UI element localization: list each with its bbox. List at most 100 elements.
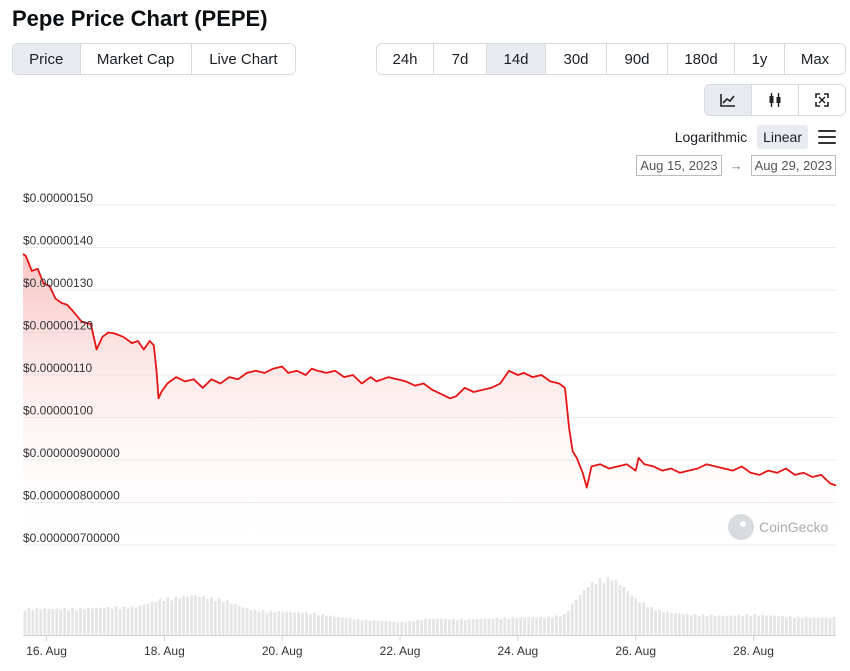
- scale-toggle: Logarithmic Linear: [669, 125, 836, 149]
- volume-bar: [269, 610, 273, 635]
- coingecko-logo-icon: [728, 514, 754, 540]
- volume-bar: [800, 618, 804, 635]
- y-tick-label: $0.000000700000: [23, 531, 120, 545]
- volume-bar: [753, 614, 757, 635]
- range-24h-button[interactable]: 24h: [377, 44, 434, 74]
- volume-bar: [416, 619, 419, 635]
- volume-bar: [610, 580, 614, 635]
- volume-bar: [816, 617, 820, 635]
- volume-bar: [495, 617, 499, 635]
- tab-price[interactable]: Price: [13, 44, 81, 74]
- volume-bar: [781, 615, 784, 635]
- volume-bar: [217, 598, 221, 635]
- y-tick-label: $0.000000800000: [23, 489, 120, 503]
- volume-bar: [792, 618, 796, 635]
- volume-bar: [428, 618, 431, 635]
- volume-bar: [420, 620, 423, 635]
- volume-bar: [475, 618, 479, 635]
- volume-bar: [190, 595, 193, 635]
- y-tick-label: $0.00000120: [23, 319, 93, 333]
- volume-bar: [745, 614, 749, 635]
- coingecko-watermark: CoinGecko: [728, 514, 828, 540]
- volume-bar: [673, 613, 677, 635]
- volume-bar: [376, 621, 380, 635]
- tab-market-cap[interactable]: Market Cap: [81, 44, 192, 74]
- volume-bar: [213, 601, 217, 635]
- volume-bar: [812, 617, 816, 635]
- volume-bar: [178, 598, 182, 635]
- volume-bar: [118, 609, 122, 635]
- x-tick-label: 18. Aug: [144, 644, 185, 658]
- range-1y-button[interactable]: 1y: [735, 44, 785, 74]
- volume-bar: [642, 602, 646, 635]
- range-14d-button[interactable]: 14d: [487, 44, 546, 74]
- volume-bar: [701, 614, 705, 635]
- volume-bar: [507, 619, 511, 635]
- candlestick-icon[interactable]: [752, 85, 799, 115]
- volume-bar: [432, 618, 435, 635]
- volume-bar: [566, 610, 570, 635]
- volume-bar: [23, 610, 27, 635]
- range-90d-button[interactable]: 90d: [607, 44, 668, 74]
- fullscreen-icon[interactable]: [799, 85, 845, 115]
- volume-bar: [654, 610, 657, 635]
- volume-bar: [824, 617, 828, 635]
- volume-bar: [796, 616, 800, 635]
- volume-bar: [324, 615, 328, 635]
- date-from-input[interactable]: Aug 15, 2023: [636, 155, 722, 176]
- volume-bar: [820, 617, 824, 635]
- range-7d-button[interactable]: 7d: [434, 44, 487, 74]
- volume-bar: [586, 587, 590, 635]
- volume-bar: [158, 599, 162, 635]
- volume-bar: [467, 618, 471, 635]
- volume-bar: [543, 618, 546, 635]
- volume-bar: [297, 611, 301, 635]
- volume-bar: [309, 614, 312, 635]
- volume-bar: [356, 618, 360, 635]
- volume-bar: [384, 621, 388, 635]
- volume-bar: [483, 618, 487, 635]
- tab-live-chart[interactable]: Live Chart: [209, 50, 278, 68]
- y-tick-label: $0.00000110: [23, 361, 93, 375]
- y-tick-label: $0.00000130: [23, 276, 93, 290]
- volume-bar: [832, 617, 836, 635]
- volume-bar: [666, 611, 669, 635]
- hamburger-menu-icon[interactable]: [818, 130, 836, 144]
- line-chart-icon[interactable]: [705, 85, 752, 115]
- volume-bar: [221, 601, 225, 635]
- volume-bar: [646, 607, 650, 635]
- range-max-button[interactable]: Max: [800, 50, 830, 68]
- volume-bar: [574, 599, 578, 635]
- volume-bar: [424, 618, 427, 635]
- volume-bar: [328, 615, 332, 635]
- range-180d-button[interactable]: 180d: [668, 44, 735, 74]
- volume-bar: [447, 619, 451, 635]
- volume-bar: [785, 617, 788, 635]
- volume-bar: [277, 611, 281, 635]
- volume-bar: [634, 598, 638, 635]
- volume-bar: [336, 617, 340, 635]
- linear-option[interactable]: Linear: [757, 125, 808, 149]
- logarithmic-option[interactable]: Logarithmic: [674, 129, 748, 145]
- volume-bar: [737, 614, 741, 635]
- volume-bar: [142, 604, 146, 635]
- volume-bar: [471, 619, 475, 635]
- volume-bar: [194, 595, 197, 635]
- volume-bar: [301, 613, 304, 635]
- volume-bar: [705, 616, 709, 635]
- volume-bar: [209, 597, 213, 635]
- volume-bar: [697, 616, 701, 635]
- price-chart[interactable]: $0.00000150 $0.00000140 $0.00000130 $0.0000…: [0, 190, 850, 671]
- date-to-input[interactable]: Aug 29, 2023: [750, 155, 836, 176]
- watermark-text: CoinGecko: [759, 519, 829, 535]
- volume-bar: [408, 620, 412, 635]
- volume-bar: [245, 608, 249, 635]
- date-range: Aug 15, 2023 → Aug 29, 2023: [636, 155, 836, 176]
- volume-bar: [79, 607, 82, 635]
- volume-bar: [614, 579, 618, 635]
- volume-bar: [182, 595, 186, 635]
- range-30d-button[interactable]: 30d: [546, 44, 607, 74]
- volume-bar: [198, 596, 201, 635]
- volume-bar: [134, 607, 138, 635]
- y-tick-label: $0.00000140: [23, 234, 93, 248]
